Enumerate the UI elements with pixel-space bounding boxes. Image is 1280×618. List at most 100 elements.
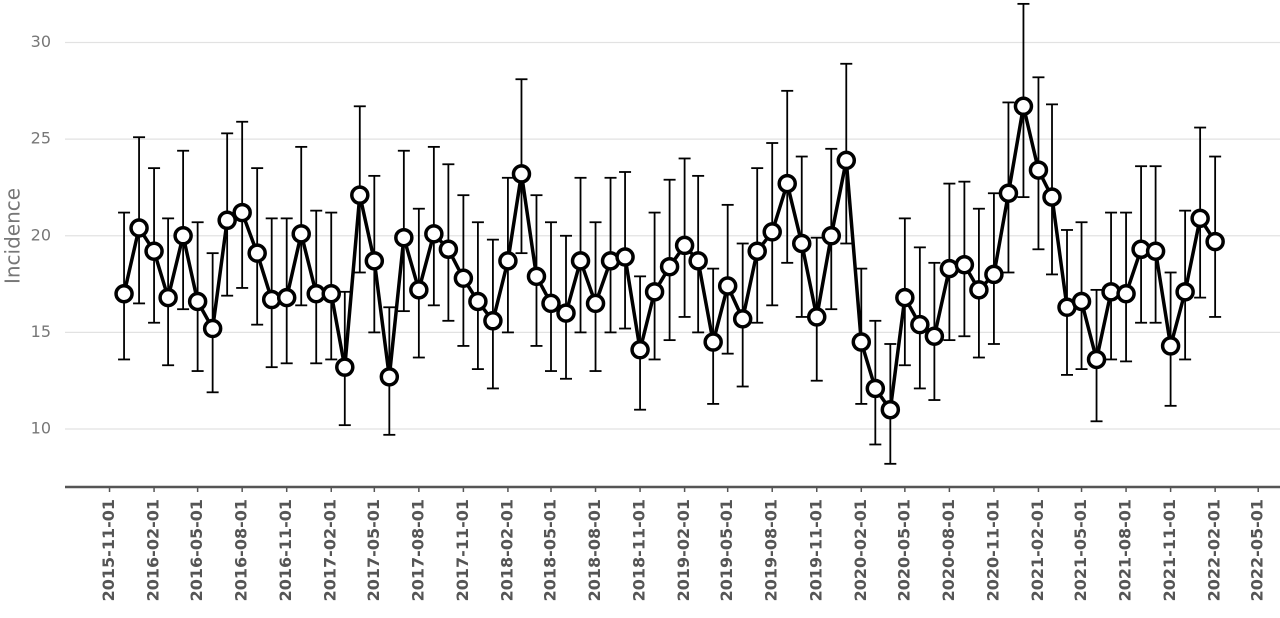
y-tick-label: 15 xyxy=(31,322,51,341)
data-point xyxy=(659,256,680,277)
data-point xyxy=(924,326,945,347)
data-point xyxy=(424,224,444,244)
data-point xyxy=(556,303,576,323)
data-point xyxy=(232,202,252,223)
data-point xyxy=(570,251,591,271)
y-tick-label: 10 xyxy=(31,419,51,438)
y-axis-label: Incidence xyxy=(1,188,25,284)
data-point xyxy=(511,164,532,184)
data-point xyxy=(1042,187,1062,207)
data-point xyxy=(762,222,782,242)
data-point xyxy=(688,251,708,271)
data-point xyxy=(1028,160,1049,180)
x-tick-label: 2021-02-01 xyxy=(1028,499,1047,601)
x-tick-label: 2018-11-01 xyxy=(630,499,649,601)
x-tick-label: 2021-08-01 xyxy=(1116,499,1135,601)
data-point xyxy=(836,150,857,171)
data-point xyxy=(1013,96,1034,117)
data-point xyxy=(173,226,193,246)
data-point xyxy=(291,224,311,244)
data-point xyxy=(984,264,1004,285)
data-point xyxy=(703,332,723,352)
data-point xyxy=(144,241,164,261)
x-tick-label: 2022-02-01 xyxy=(1205,499,1224,601)
x-tick-label: 2017-05-01 xyxy=(364,499,383,601)
data-point xyxy=(129,218,149,238)
x-tick-label: 2021-05-01 xyxy=(1071,499,1090,601)
x-tick-label: 2020-11-01 xyxy=(983,499,1002,601)
data-point xyxy=(1205,231,1225,252)
data-point xyxy=(364,251,385,271)
data-point xyxy=(1190,208,1210,229)
x-tick-label: 2022-05-01 xyxy=(1248,499,1267,601)
x-tick-label: 2018-08-01 xyxy=(585,499,604,601)
data-point xyxy=(954,255,975,275)
data-point xyxy=(1175,282,1195,302)
data-point xyxy=(114,283,134,304)
data-point xyxy=(438,239,459,260)
data-point xyxy=(821,226,842,246)
data-point xyxy=(615,247,635,267)
x-tick-label: 2016-11-01 xyxy=(276,499,295,601)
data-point xyxy=(910,314,930,335)
data-point xyxy=(895,287,915,308)
data-point xyxy=(541,293,561,314)
data-point xyxy=(409,280,429,300)
data-point xyxy=(1071,291,1092,312)
data-point xyxy=(202,318,223,339)
x-tick-label: 2015-11-01 xyxy=(99,499,118,601)
data-point xyxy=(791,233,812,254)
data-point xyxy=(969,280,989,300)
x-tick-label: 2020-08-01 xyxy=(939,499,958,601)
data-point xyxy=(777,173,797,194)
x-tick-label: 2017-11-01 xyxy=(453,499,472,601)
data-point xyxy=(865,378,886,399)
data-point xyxy=(1145,241,1166,261)
x-tick-label: 2019-11-01 xyxy=(806,499,825,601)
data-point xyxy=(717,276,738,296)
x-tick-label: 2019-02-01 xyxy=(674,499,693,601)
x-tick-label: 2017-02-01 xyxy=(321,499,340,601)
data-point xyxy=(158,287,178,308)
data-point xyxy=(217,210,237,231)
data-point xyxy=(526,266,547,287)
data-point xyxy=(276,287,297,308)
data-point xyxy=(1160,336,1181,356)
data-point xyxy=(732,309,753,329)
data-point xyxy=(674,235,695,256)
data-point xyxy=(630,340,650,360)
data-point xyxy=(880,399,901,420)
data-point xyxy=(321,283,341,304)
x-tick-label: 2017-08-01 xyxy=(408,499,427,601)
x-tick-label: 2019-08-01 xyxy=(762,499,781,601)
x-tick-label: 2020-02-01 xyxy=(851,499,870,601)
x-tick-label: 2019-05-01 xyxy=(717,499,736,601)
data-point xyxy=(483,311,503,331)
data-point xyxy=(453,268,474,289)
x-tick-label: 2018-02-01 xyxy=(497,499,516,601)
x-tick-label: 2016-05-01 xyxy=(187,499,206,601)
y-tick-label: 25 xyxy=(31,129,51,148)
data-point xyxy=(851,332,872,352)
data-point xyxy=(644,282,665,302)
data-point xyxy=(747,241,767,261)
y-tick-label: 20 xyxy=(31,225,51,244)
x-tick-label: 2016-02-01 xyxy=(144,499,163,601)
y-tick-label: 30 xyxy=(31,32,51,51)
x-tick-label: 2018-05-01 xyxy=(541,499,560,601)
x-tick-label: 2016-08-01 xyxy=(232,499,251,601)
data-point xyxy=(998,183,1019,204)
data-point xyxy=(379,367,400,387)
x-tick-label: 2020-05-01 xyxy=(894,499,913,601)
data-point xyxy=(187,291,208,312)
data-point xyxy=(394,227,414,248)
data-point xyxy=(335,357,355,377)
data-point xyxy=(247,243,267,263)
data-point xyxy=(1086,349,1107,370)
data-point xyxy=(1116,283,1136,304)
data-point xyxy=(585,293,606,314)
data-point xyxy=(807,307,827,327)
data-point xyxy=(350,185,370,205)
x-tick-label: 2021-11-01 xyxy=(1160,499,1179,601)
